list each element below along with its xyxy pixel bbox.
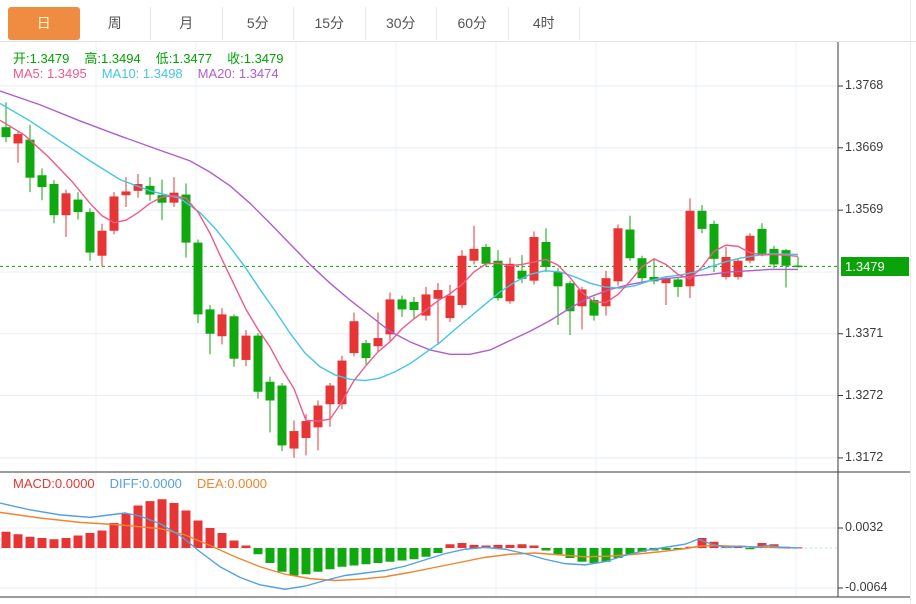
tab-5分[interactable]: 5分 <box>222 7 294 40</box>
macd-axis-label: -0.0064 <box>845 580 888 594</box>
legend-ma-MA5: MA5: 1.3495 <box>13 66 87 81</box>
legend-ma-MA20: MA20: 1.3474 <box>197 66 279 81</box>
tab-月[interactable]: 月 <box>151 7 223 40</box>
tab-日[interactable]: 日 <box>8 7 80 40</box>
legend-macd-DEA: DEA:0.0000 <box>196 476 268 491</box>
right-border <box>910 0 911 604</box>
legend-macd-DIFF: DIFF:0.0000 <box>109 476 182 491</box>
legend-ohlc-低: 低:1.3477 <box>155 51 213 66</box>
price-axis-label: 1.3371 <box>845 325 884 340</box>
legend-ohlc-开: 开:1.3479 <box>13 51 70 66</box>
macd-axis-label: 0.0032 <box>845 520 884 534</box>
legend-ma-MA10: MA10: 1.3498 <box>101 66 183 81</box>
tab-15分[interactable]: 15分 <box>294 7 366 40</box>
price-axis-label: 1.3172 <box>845 449 884 464</box>
tab-60分[interactable]: 60分 <box>437 7 509 40</box>
price-axis-label: 1.3669 <box>845 139 884 154</box>
legend-ohlc-高: 高:1.3494 <box>84 51 141 66</box>
current-price-badge: 1.3479 <box>841 257 909 276</box>
period-tabbar: 日周月 5分 15分 30分 60分 4时 <box>0 7 916 42</box>
price-axis-label: 1.3768 <box>845 78 884 92</box>
price-axis-label: 1.3272 <box>845 387 884 402</box>
legend-ohlc-收: 收:1.3479 <box>227 51 284 66</box>
current-price-value: 1.3479 <box>845 259 885 274</box>
price-axis-label: 1.3569 <box>845 202 884 217</box>
ma-legend: MA5: 1.3495 MA10: 1.3498 MA20: 1.3474 <box>13 66 279 81</box>
tab-4时[interactable]: 4时 <box>508 7 580 40</box>
macd-legend: MACD:0.0000 DIFF:0.0000 DEA:0.0000 <box>13 476 267 491</box>
tab-周[interactable]: 周 <box>79 7 151 40</box>
legend-macd-MACD: MACD:0.0000 <box>13 476 95 491</box>
tab-30分[interactable]: 30分 <box>365 7 437 40</box>
candlestick-chart[interactable] <box>0 42 916 604</box>
ohlc-legend: 开:1.3479 高:1.3494 低:1.3477 收:1.3479 <box>13 48 284 67</box>
